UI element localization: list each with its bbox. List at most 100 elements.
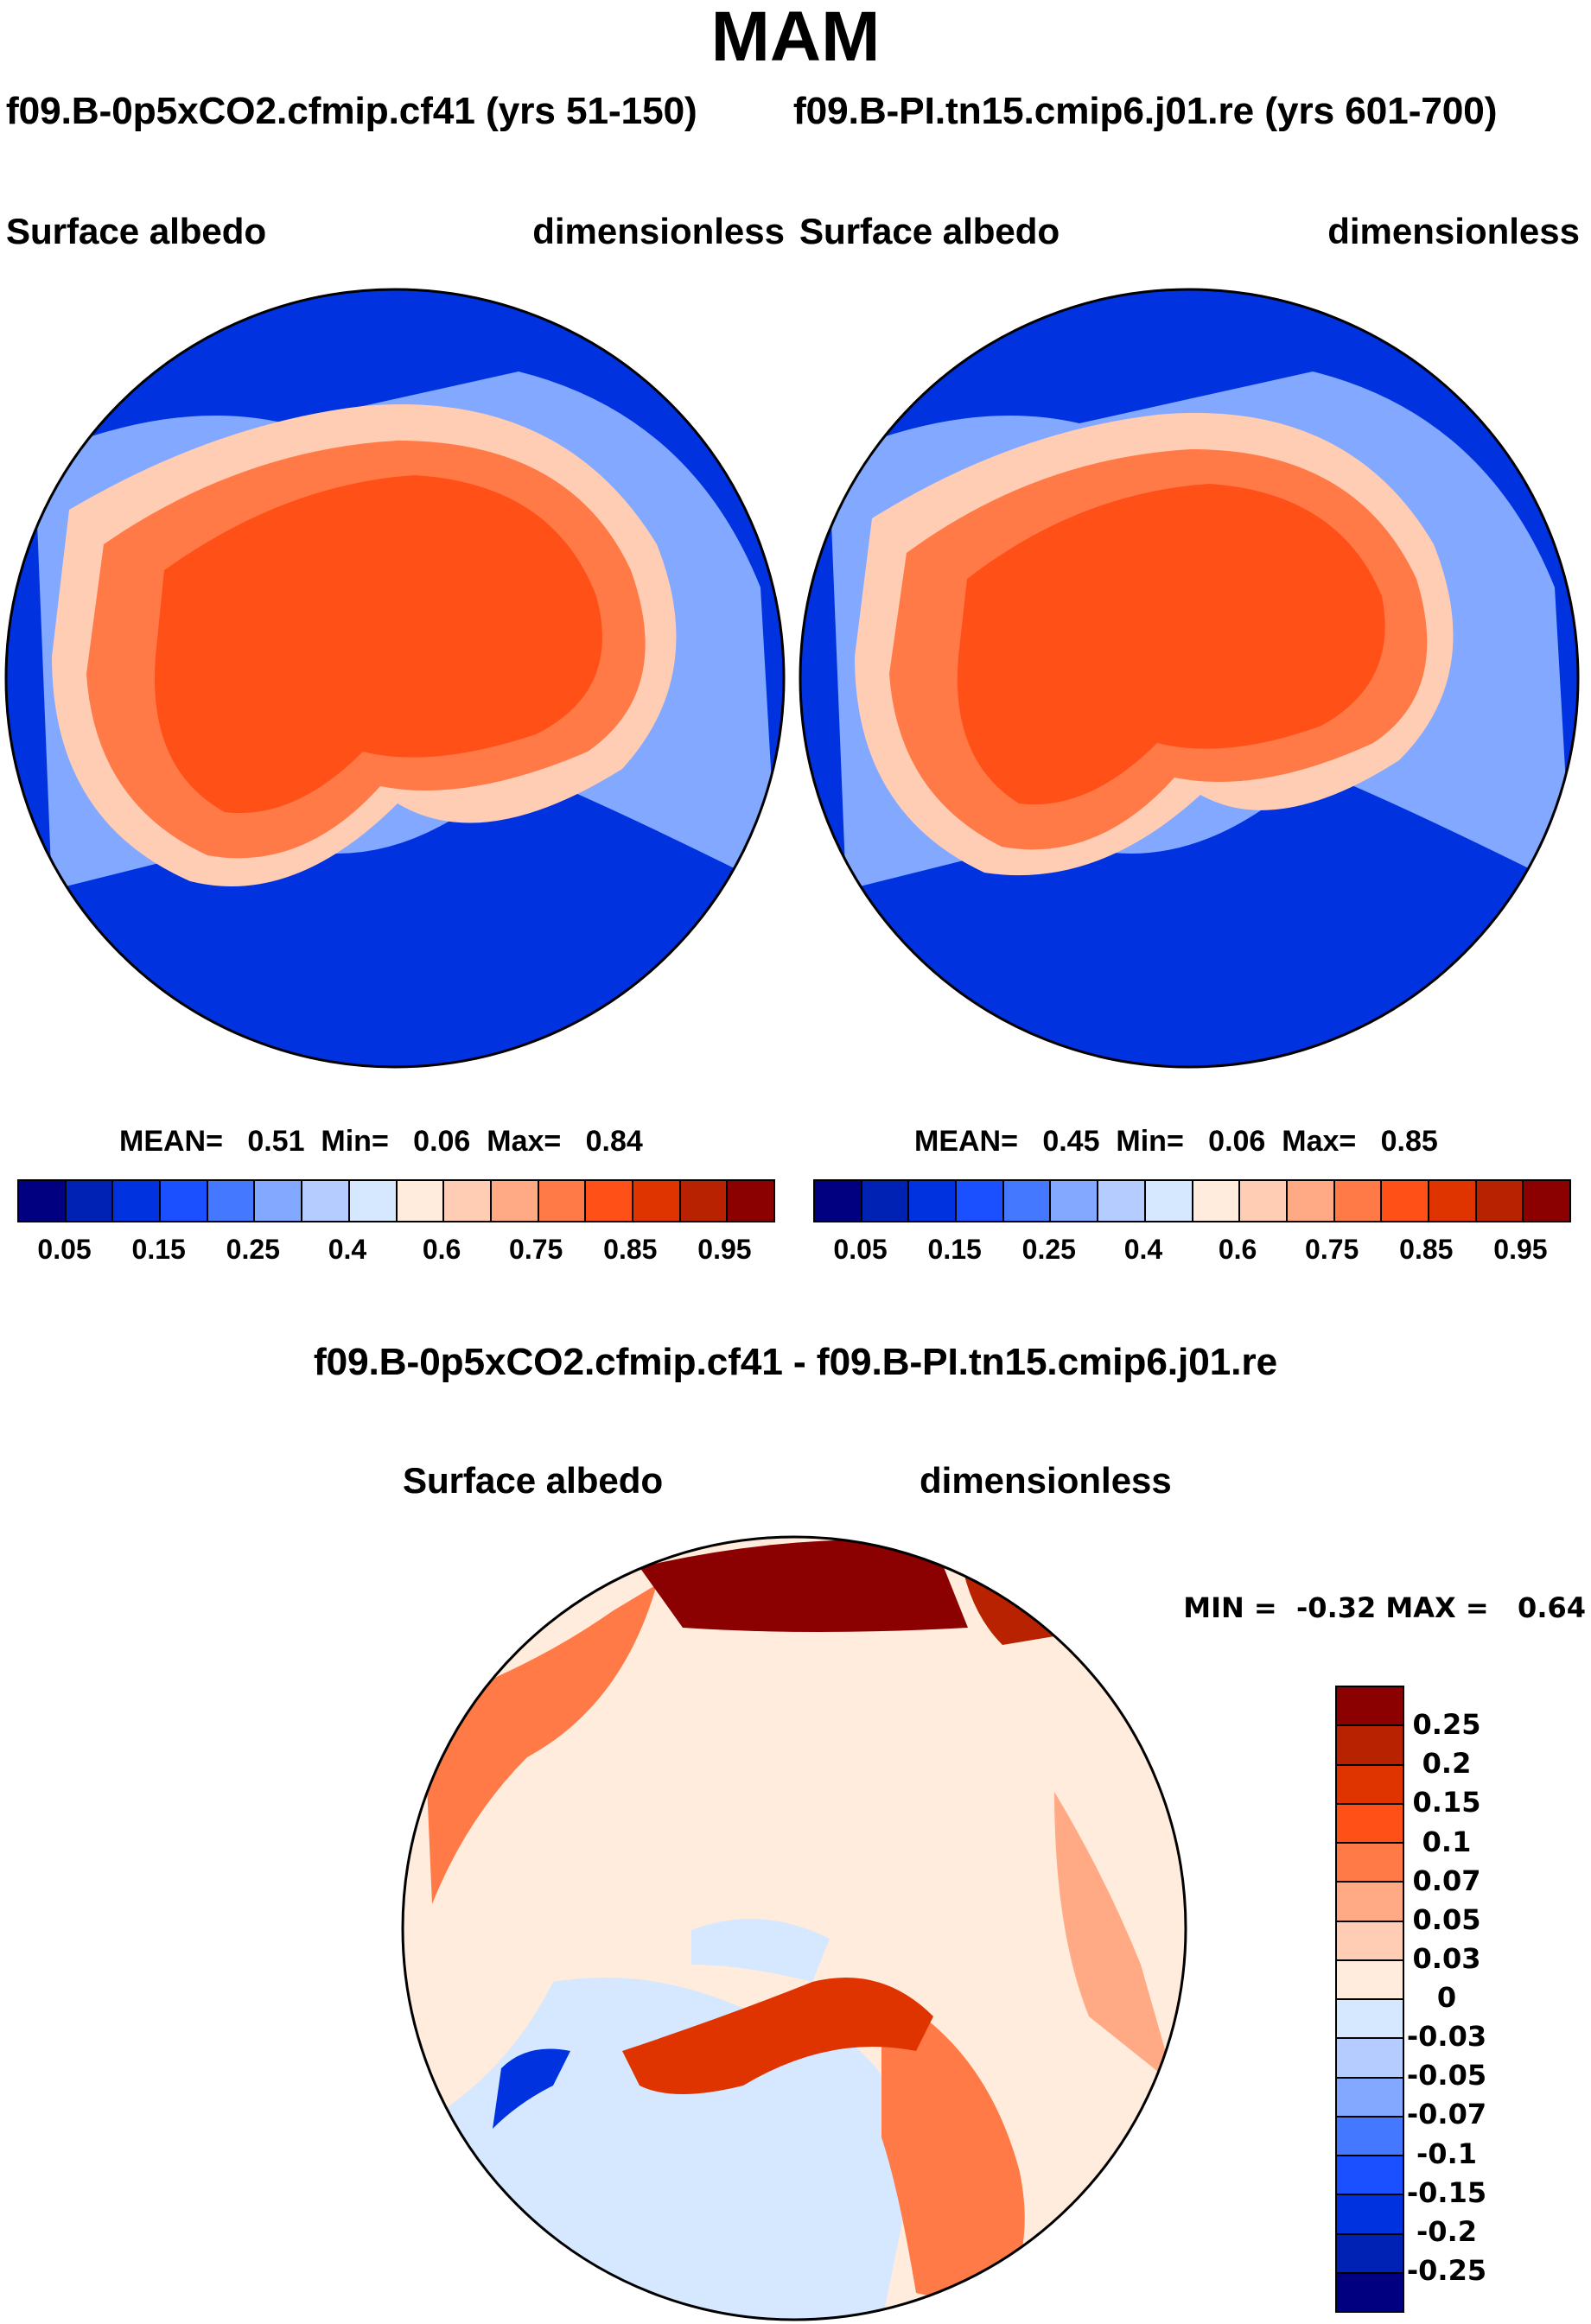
colorbar-tick-label: -0.2 (1416, 2214, 1477, 2248)
diff-chart-title: f09.B-0p5xCO2.cfmip.cf41 - f09.B-PI.tn15… (313, 1341, 1278, 1383)
diff-title-text: f09.B-0p5xCO2.cfmip.cf41 - f09.B-PI.tn15… (313, 1341, 1278, 1383)
colorbar-box (1051, 1181, 1099, 1221)
mean-value: 0.45 (1042, 1125, 1100, 1158)
colorbar-tick-label: -0.1 (1416, 2137, 1477, 2170)
left-units-label: dimensionless (532, 211, 785, 251)
colorbar-box (862, 1181, 910, 1221)
colorbar-box (1337, 2000, 1403, 2040)
colorbar-tick-label: 0.05 (37, 1234, 92, 1265)
colorbar-tick-label: 0 (1436, 1981, 1457, 2014)
colorbar-tick-label: 0.07 (1412, 1864, 1481, 1897)
colorbar-tick-label: 0.6 (422, 1234, 461, 1265)
colorbar-box (815, 1181, 862, 1221)
colorbar-tick-label: 0.15 (1412, 1786, 1481, 1819)
colorbar-box (1337, 1921, 1403, 1961)
colorbar-box (1337, 1726, 1403, 1766)
colorbar-box (19, 1181, 67, 1221)
diff-variable-label: Surface albedo Surface albedo (403, 1460, 663, 1502)
diff-minmax: MIN = -0.32 MAX = 0.64 (1183, 1591, 1586, 1624)
colorbar-box (491, 1181, 539, 1221)
left-variable-label: Surface albedo Surface albedo (6, 211, 266, 252)
colorbar-box (113, 1181, 162, 1221)
colorbar-box (1240, 1181, 1288, 1221)
left-chart-title: f09.B-0p5xCO2.cfmip.cf41 (yrs 51-150) (6, 90, 697, 132)
diff-variable-text: Surface albedo (403, 1460, 664, 1501)
colorbar-box (1337, 2078, 1403, 2118)
left-chart-subtitle: Surface albedo (6, 211, 267, 251)
colorbar-box (1337, 2234, 1403, 2274)
colorbar-box (1287, 1181, 1335, 1221)
colorbar-box (1337, 2273, 1403, 2311)
colorbar-box (255, 1181, 303, 1221)
colorbar-tick-label: 0.15 (927, 1234, 982, 1265)
diff-colorbar (1335, 1686, 1404, 2313)
colorbar-tick-label: 0.05 (833, 1234, 888, 1265)
colorbar-box (161, 1181, 208, 1221)
colorbar-tick-label: 0.95 (697, 1234, 752, 1265)
colorbar-box (1337, 1687, 1403, 1727)
colorbar-box (1476, 1181, 1524, 1221)
colorbar-tick-label: 0.4 (1123, 1234, 1163, 1265)
right-chart-subtitle: Surface albedo (799, 211, 1060, 251)
colorbar-tick-label: 0.1 (1422, 1825, 1472, 1858)
colorbar-tick-label: 0.25 (1021, 1234, 1076, 1265)
min-label: Min= (321, 1125, 389, 1158)
right-run-title: f09.B-PI.tn15.cmip6.j01.re (yrs 601-700)… (793, 90, 1497, 133)
colorbar-box (633, 1181, 681, 1221)
colorbar-box (1429, 1181, 1477, 1221)
right-run-title-text: f09.B-PI.tn15.cmip6.j01.re (yrs 601-700) (793, 90, 1498, 132)
colorbar-tick-label: 0.15 (131, 1234, 186, 1265)
colorbar-box (1337, 2039, 1403, 2079)
colorbar-box (586, 1181, 633, 1221)
left-run-title-text: f09.B-0p5xCO2.cfmip.cf41 (yrs 51-150) (6, 90, 697, 132)
left-variable-text: Surface albedo (6, 211, 267, 251)
right-stats: MEAN= 0.45 Min= 0.06 Max= 0.85 (914, 1125, 1438, 1159)
colorbar-box (1337, 2117, 1403, 2156)
colorbar-tick-label: 0.25 (226, 1234, 280, 1265)
colorbar-tick-label: 0.05 (1412, 1902, 1481, 1936)
left-stats: MEAN= 0.51 Min= 0.06 Max= 0.84 (119, 1125, 643, 1159)
colorbar-tick-label: -0.05 (1406, 2059, 1487, 2092)
colorbar-tick-label: 0.25 (1412, 1708, 1481, 1742)
colorbar-box (1337, 2195, 1403, 2235)
colorbar-box (207, 1181, 256, 1221)
diff-units-label: dimensionless (920, 1460, 1172, 1501)
colorbar-tick-label: 0.85 (603, 1234, 658, 1265)
colorbar-tick-label: 0.03 (1412, 1941, 1481, 1975)
colorbar-box (1337, 1883, 1403, 1922)
colorbar-box (1337, 1844, 1403, 1883)
colorbar-tick-label: 0.6 (1218, 1234, 1257, 1265)
colorbar-box (1334, 1181, 1383, 1221)
right-units-label: dimensionless (1327, 211, 1580, 251)
colorbar-box (728, 1181, 773, 1221)
colorbar-box (1003, 1181, 1052, 1221)
max-label: Max= (1282, 1125, 1357, 1158)
right-polar-map (799, 288, 1580, 1069)
min-value: 0.06 (1208, 1125, 1266, 1158)
colorbar-box (349, 1181, 398, 1221)
colorbar-box (1382, 1181, 1429, 1221)
colorbar-box (1337, 1960, 1403, 2000)
colorbar-tick-label: 0.85 (1399, 1234, 1454, 1265)
colorbar-box (1337, 1804, 1403, 1844)
max-value: 0.85 (1380, 1125, 1438, 1158)
colorbar-box (680, 1181, 729, 1221)
colorbar-tick-label: 0.75 (509, 1234, 563, 1265)
colorbar-tick-label: -0.15 (1406, 2175, 1487, 2209)
colorbar-tick-label: 0.95 (1493, 1234, 1548, 1265)
min-label: Min= (1116, 1125, 1184, 1158)
colorbar-tick-label: 0.4 (328, 1234, 367, 1265)
diff-chart-subtitle: Surface albedo (403, 1460, 664, 1501)
right-variable-label: Surface albedo Surface albedo (799, 211, 1060, 252)
colorbar-tick-label: -0.07 (1406, 2098, 1487, 2131)
colorbar-box (538, 1181, 587, 1221)
colorbar-box (1524, 1181, 1569, 1221)
main-title: MAM (710, 0, 881, 76)
mean-label: MEAN= (119, 1125, 223, 1158)
mean-value: 0.51 (247, 1125, 305, 1158)
colorbar-box (957, 1181, 1004, 1221)
colorbar-tick-label: -0.03 (1406, 2020, 1487, 2054)
colorbar-tick-label: 0.75 (1305, 1234, 1359, 1265)
colorbar-box (1337, 1765, 1403, 1805)
min-value: 0.06 (413, 1125, 471, 1158)
